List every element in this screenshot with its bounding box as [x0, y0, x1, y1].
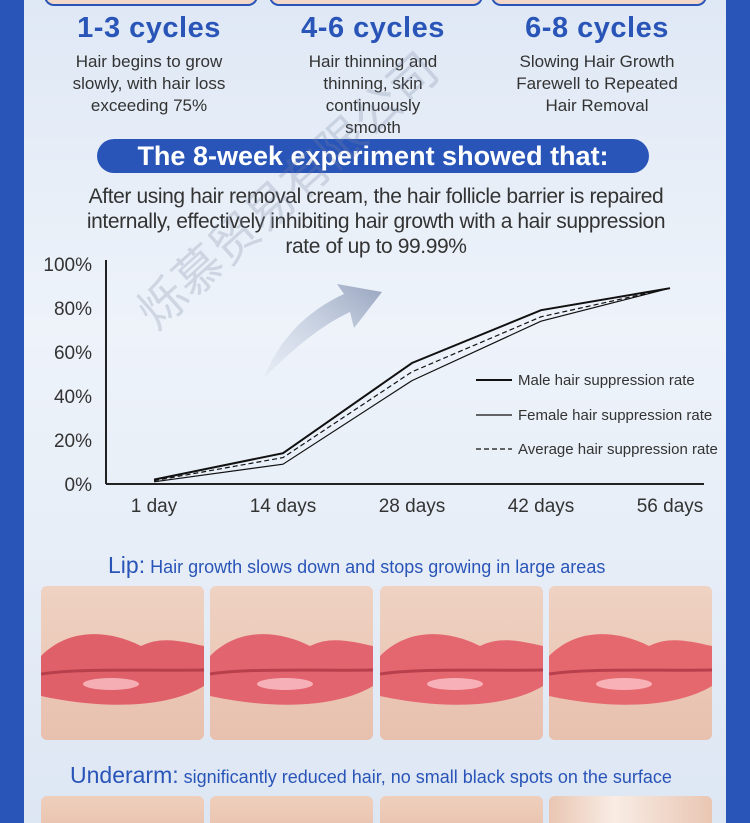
x-tick-label: 28 days: [379, 496, 446, 517]
cycle-description: Slowing Hair Growth Farewell to Repeated…: [516, 52, 678, 115]
lip-section-title: Lip: Hair growth slows down and stops gr…: [108, 552, 605, 579]
underarm-photo-4: [549, 796, 712, 823]
cycle-image-tab-2: [269, 0, 483, 6]
lip-photo-3: [380, 586, 543, 740]
lip-photo-4: [549, 586, 712, 740]
lip-title: Lip:: [108, 552, 146, 578]
x-tick-label: 14 days: [250, 496, 317, 517]
legend-label: Male hair suppression rate: [518, 372, 695, 389]
cycle-title: 1-3 cycles: [77, 12, 221, 44]
lip-photo-1: [41, 586, 204, 740]
cycle-description: Hair begins to grow slowly, with hair lo…: [72, 52, 226, 115]
series-line-1: [153, 287, 671, 481]
x-tick-label: 42 days: [508, 496, 575, 517]
x-tick-label: 1 day: [131, 496, 178, 517]
y-tick-label: 80%: [54, 299, 92, 320]
trend-arrow-icon: [264, 284, 382, 378]
y-tick-label: 0%: [65, 475, 93, 496]
legend-label: Female hair suppression rate: [518, 407, 712, 424]
lip-subtitle: Hair growth slows down and stops growing…: [145, 557, 606, 577]
underarm-title: Underarm:: [70, 762, 179, 788]
cycle-description: Hair thinning and thinning, skin continu…: [308, 52, 438, 137]
y-tick-label: 100%: [43, 255, 92, 276]
cycle-image-tab-3: [491, 0, 707, 6]
lip-photo-2: [210, 586, 373, 740]
cycle-block-1: 1-3 cycles Hair begins to grow slowly, w…: [44, 12, 254, 117]
content-area: 1-3 cycles Hair begins to grow slowly, w…: [24, 0, 726, 823]
underarm-photo-3: [380, 796, 543, 823]
suppression-chart: 100% 80% 60% 40% 20% 0% 1 day 14 days 28 days 42…: [43, 255, 718, 517]
underarm-subtitle: significantly reduced hair, no small bla…: [178, 767, 672, 787]
underarm-photo-2: [210, 796, 373, 823]
y-tick-label: 20%: [54, 431, 92, 452]
cycle-image-tab-1: [44, 0, 258, 6]
right-frame-border: [726, 0, 750, 823]
underarm-photo-1: [41, 796, 204, 823]
legend-label: Average hair suppression rate: [518, 441, 718, 458]
cycle-title: 4-6 cycles: [301, 12, 445, 44]
experiment-summary: After using hair removal cream, the hair…: [86, 185, 666, 258]
underarm-section-title: Underarm: significantly reduced hair, no…: [70, 762, 672, 789]
y-tick-label: 40%: [54, 387, 92, 408]
x-tick-label: 56 days: [637, 496, 704, 517]
y-tick-label: 60%: [54, 343, 92, 364]
cycle-block-2: 4-6 cycles Hair thinning and thinning, s…: [268, 12, 478, 139]
cycle-title: 6-8 cycles: [525, 12, 669, 44]
experiment-banner: The 8-week experiment showed that:: [97, 139, 649, 173]
cycle-block-3: 6-8 cycles Slowing Hair Growth Farewell …: [492, 12, 702, 117]
series-line-2: [153, 287, 671, 483]
left-frame-border: [0, 0, 24, 823]
